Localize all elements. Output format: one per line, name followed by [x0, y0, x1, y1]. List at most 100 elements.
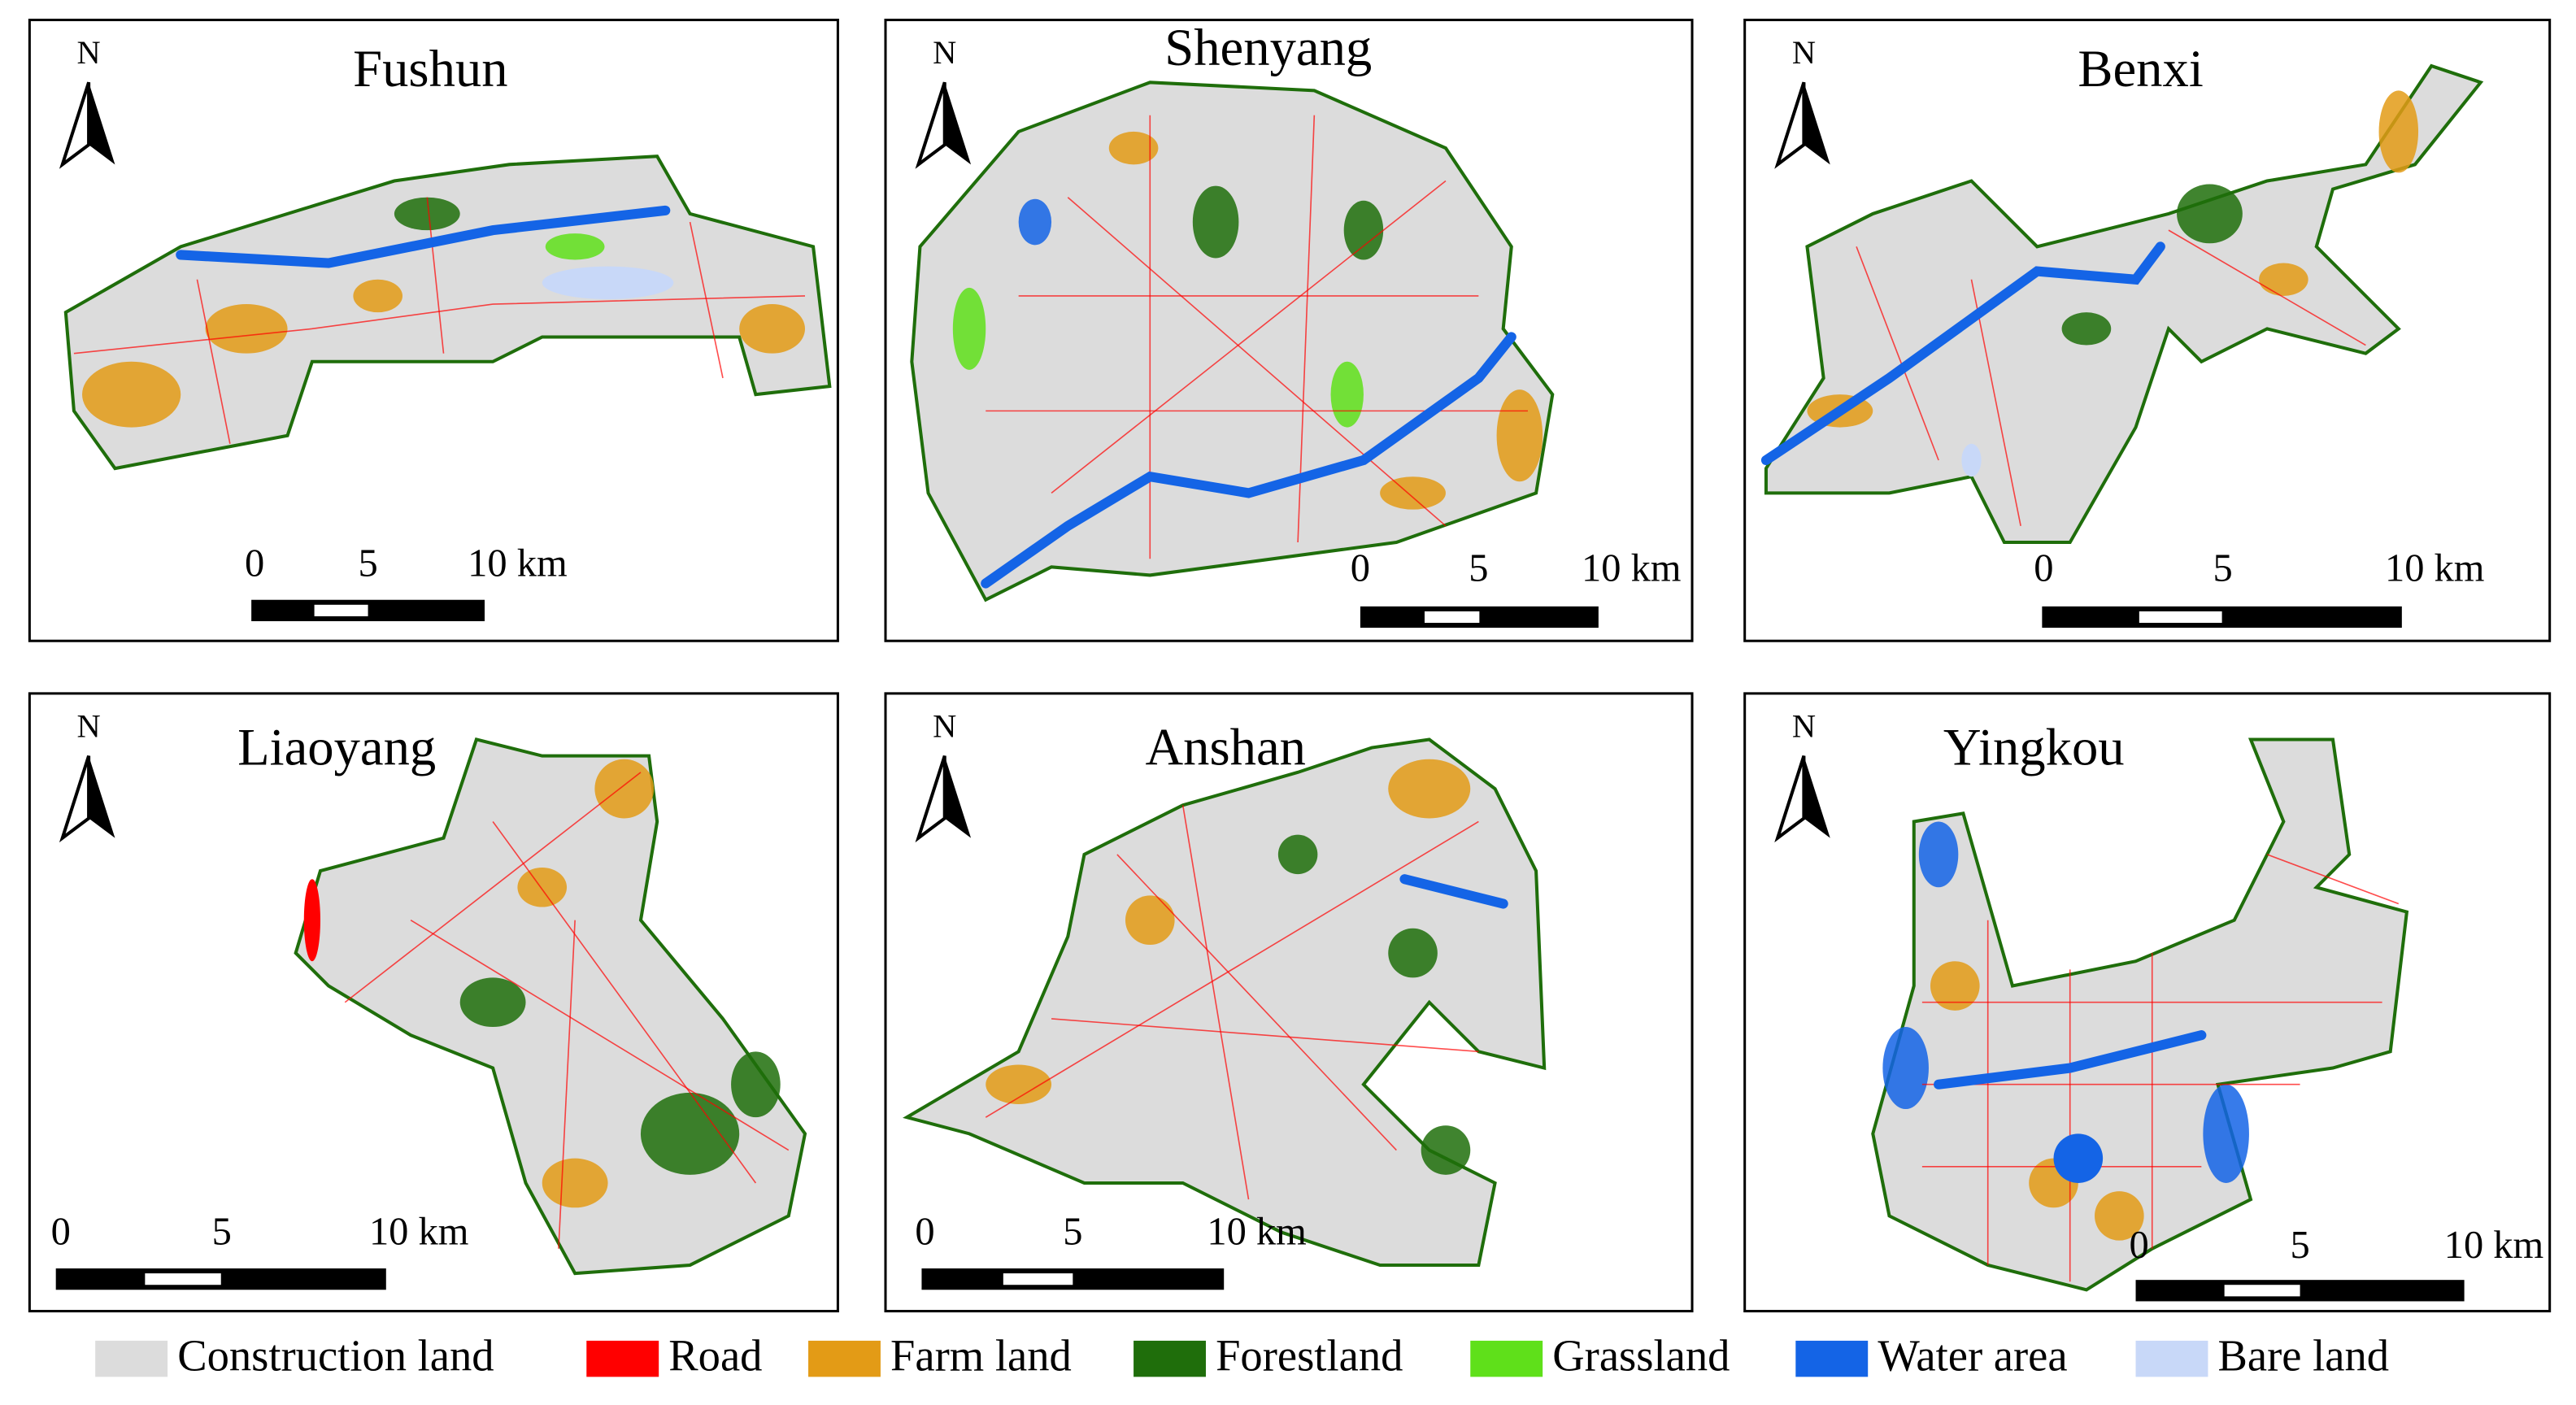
- legend-swatch: [95, 1340, 168, 1377]
- legend-label: Farm land: [890, 1331, 1072, 1381]
- land-patch: [2095, 1191, 2144, 1241]
- north-label: N: [77, 34, 101, 71]
- road: [1297, 115, 1316, 543]
- north-label: N: [1792, 708, 1816, 745]
- scale-label: 0: [51, 1211, 71, 1254]
- scale-label: 5: [1063, 1211, 1082, 1254]
- land-patch: [517, 868, 568, 907]
- land-patch: [1918, 821, 1959, 888]
- land-patch: [2378, 90, 2419, 173]
- road: [1067, 197, 1447, 527]
- scale-label: 5: [2290, 1224, 2309, 1267]
- road: [1970, 279, 2021, 526]
- scale-bar-segment: [145, 1273, 221, 1285]
- land-patch: [2203, 1084, 2249, 1183]
- scale-label: 0: [2129, 1224, 2148, 1267]
- panel-title: Anshan: [1145, 717, 1305, 776]
- land-patch: [82, 361, 181, 428]
- north-arrow: [1804, 755, 1830, 838]
- lake: [303, 879, 320, 962]
- legend-label: Water area: [1878, 1331, 2067, 1381]
- north-label: N: [933, 34, 956, 71]
- scale-bar-segment: [2139, 611, 2222, 624]
- land-patch: [1125, 895, 1175, 946]
- river: [176, 205, 671, 268]
- map-panel: N Fushun 0 5 10 km: [28, 19, 839, 642]
- land-patch: [986, 1064, 1052, 1104]
- north-label: N: [933, 708, 956, 745]
- road: [1856, 246, 1939, 461]
- north-label: N: [77, 708, 101, 745]
- scale-label: 10 km: [2444, 1224, 2544, 1267]
- map-panel: N Yingkou 0 5 10 km: [1743, 692, 2552, 1313]
- panel-title: Liaoyang: [237, 717, 436, 776]
- river: [1399, 874, 1508, 909]
- land-patch: [1380, 476, 1446, 510]
- city-area: [1764, 63, 2484, 545]
- land-patch: [394, 197, 460, 231]
- road: [1051, 1018, 1479, 1053]
- road: [985, 820, 1479, 1118]
- legend-swatch: [2135, 1340, 2208, 1377]
- road: [1181, 805, 1250, 1200]
- river: [1934, 1030, 2207, 1090]
- land-patch: [1388, 928, 1438, 978]
- map-panel: N Shenyang 0 5 10 km: [884, 18, 1694, 642]
- city-area: [63, 154, 832, 471]
- north-label: N: [1792, 34, 1816, 71]
- road: [689, 221, 724, 379]
- legend-label: Construction land: [177, 1331, 494, 1381]
- scale-bar-segment: [1003, 1273, 1073, 1285]
- land-patch: [205, 304, 288, 354]
- road: [492, 821, 757, 1184]
- scale-bar-segment: [1424, 611, 1480, 624]
- road: [1051, 180, 1447, 494]
- legend-label: Grassland: [1552, 1331, 1730, 1381]
- legend-swatch: [808, 1340, 881, 1377]
- panel-title: Benxi: [2078, 39, 2203, 98]
- land-patch: [542, 1158, 608, 1208]
- land-patch: [594, 759, 655, 819]
- panel-title: Yingkou: [1943, 717, 2125, 776]
- legend-label: Bare land: [2218, 1331, 2390, 1381]
- land-patch: [1018, 198, 1052, 246]
- land-patch: [1277, 834, 1318, 875]
- legend-swatch: [1795, 1340, 1869, 1377]
- scale-label: 0: [1351, 547, 1370, 590]
- land-patch: [640, 1092, 740, 1175]
- road: [2266, 854, 2400, 905]
- land-patch: [739, 304, 805, 354]
- road: [558, 920, 576, 1249]
- land-patch: [1421, 1125, 1471, 1175]
- scale-label: 5: [212, 1211, 232, 1254]
- land-patch: [2177, 184, 2243, 244]
- road: [73, 295, 806, 355]
- legend-swatch: [586, 1340, 659, 1377]
- map-panel: N Liaoyang 0 5 10 km: [28, 692, 839, 1313]
- city-area: [910, 80, 1555, 602]
- land-patch: [1882, 1027, 1929, 1110]
- scale-bar-segment: [2224, 1285, 2300, 1297]
- scale-label: 10 km: [1207, 1211, 1307, 1254]
- land-patch: [1496, 389, 1543, 482]
- scale-label: 10 km: [369, 1211, 469, 1254]
- legend-label: Road: [668, 1331, 762, 1381]
- road: [410, 920, 790, 1151]
- road: [1116, 854, 1397, 1151]
- land-patch: [1330, 361, 1364, 428]
- land-patch: [545, 233, 605, 260]
- scale-label: 5: [1469, 547, 1488, 590]
- lake: [542, 266, 674, 299]
- map-panel: N Benxi 0 5 10 km: [1743, 19, 2552, 642]
- river: [981, 332, 1516, 589]
- river: [1760, 241, 2165, 466]
- scale-label: 0: [915, 1211, 934, 1254]
- land-patch: [2259, 263, 2308, 296]
- legend-label: Forestland: [1216, 1331, 1403, 1381]
- land-patch: [459, 977, 526, 1028]
- road: [344, 772, 642, 1003]
- scale-label: 10 km: [1582, 547, 1682, 590]
- land-patch: [952, 287, 986, 370]
